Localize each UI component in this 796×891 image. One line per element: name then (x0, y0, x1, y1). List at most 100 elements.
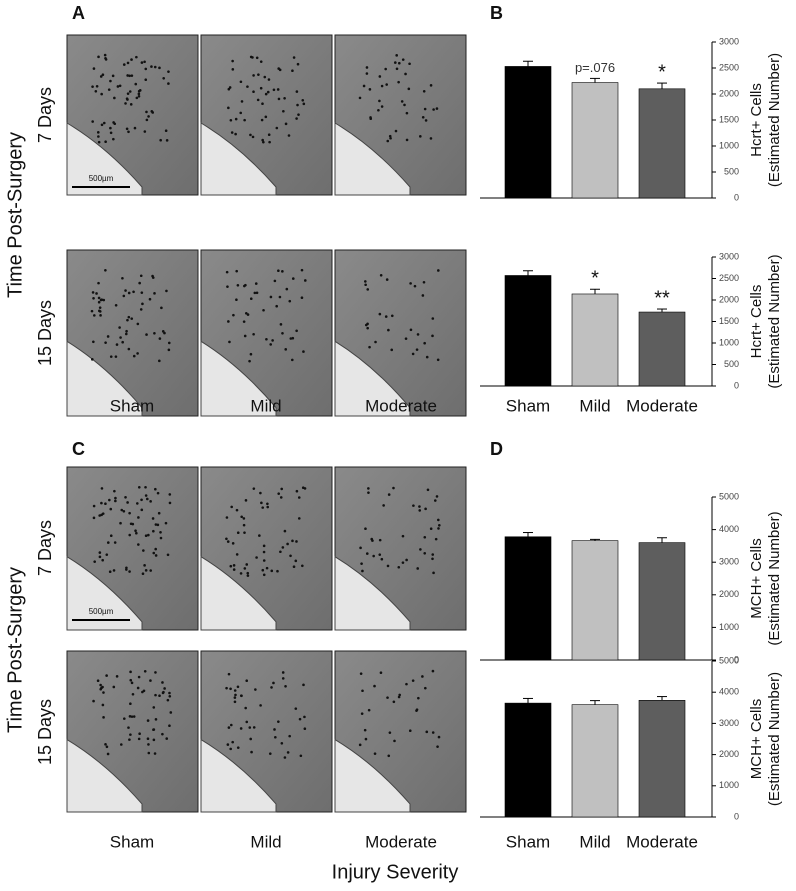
cell-dot (131, 692, 135, 696)
cell-dot (285, 287, 289, 291)
y-axis-label: (Estimated Number) (766, 53, 783, 187)
cell-dot (300, 296, 304, 300)
cell-dot (100, 123, 104, 127)
cell-dot (101, 73, 105, 77)
cell-dot (389, 136, 392, 140)
cell-dot (109, 126, 112, 130)
cell-dot (137, 516, 140, 519)
cell-dot (274, 735, 277, 739)
cell-dot (364, 527, 367, 531)
cell-dot (422, 89, 426, 93)
cell-dot (95, 84, 99, 88)
cell-dot (168, 501, 172, 505)
y-tick-label: 0 (734, 811, 739, 821)
cell-dot (114, 355, 118, 358)
cell-dot (300, 268, 304, 272)
cell-dot (100, 487, 104, 490)
cell-dot (243, 334, 247, 338)
cell-dot (292, 565, 296, 568)
cell-dot (280, 487, 284, 491)
cell-dot (252, 90, 255, 94)
cell-dot (145, 118, 149, 122)
cell-dot (90, 309, 94, 313)
cell-dot (249, 297, 253, 301)
cell-dot (129, 103, 133, 106)
cell-dot (367, 491, 370, 494)
cell-dot (98, 555, 102, 559)
cell-dot (232, 568, 236, 571)
ventricle (66, 738, 143, 813)
cell-dot (437, 735, 441, 739)
cell-dot (227, 106, 230, 110)
cell-dot (112, 685, 116, 689)
cell-dot (107, 88, 111, 91)
cell-dot (378, 99, 381, 103)
cell-dot (160, 306, 163, 310)
cell-dot (421, 115, 425, 119)
cell-dot (227, 726, 231, 729)
cell-dot (141, 572, 145, 576)
column-label: Moderate (365, 832, 437, 851)
cell-dot (99, 314, 102, 317)
cell-dot (235, 553, 239, 556)
cell-dot (378, 312, 382, 316)
cell-dot (101, 558, 104, 562)
cell-dot (267, 133, 271, 137)
cell-dot (227, 87, 231, 91)
cell-dot (372, 554, 375, 558)
cell-dot (279, 496, 283, 499)
cell-dot (419, 135, 422, 138)
cell-dot (154, 554, 158, 557)
cell-dot (99, 687, 103, 691)
cell-dot (378, 75, 382, 78)
cell-dot (225, 270, 229, 274)
ventricle (66, 555, 143, 631)
bar (638, 542, 686, 661)
cell-dot (246, 574, 250, 577)
cell-dot (409, 328, 413, 332)
cell-dot (277, 720, 280, 723)
cell-dot (154, 718, 158, 721)
cell-dot (116, 85, 120, 88)
cell-dot (104, 341, 107, 344)
cell-dot (243, 118, 246, 122)
cell-dot (364, 323, 368, 327)
cell-dot (105, 745, 109, 749)
ventricle (334, 122, 411, 196)
cell-dot (136, 352, 139, 355)
cell-dot (242, 320, 246, 323)
cell-dot (424, 686, 427, 690)
cell-dot (232, 313, 235, 317)
cell-dot (121, 340, 124, 344)
row-label: 7 Days (35, 87, 55, 143)
bar (638, 700, 686, 818)
cell-dot (166, 698, 170, 702)
cell-dot (230, 723, 233, 727)
cell-dot (231, 542, 235, 545)
column-label: Sham (110, 832, 154, 851)
cell-dot (295, 329, 298, 333)
cell-dot (296, 103, 299, 107)
bar (638, 311, 686, 387)
cell-dot (405, 111, 409, 115)
cell-dot (239, 727, 243, 730)
cell-dot (101, 685, 104, 689)
cell-dot (437, 518, 440, 522)
cell-dot (113, 489, 116, 493)
cell-dot (234, 132, 237, 136)
cell-dot (147, 751, 151, 755)
cell-dot (368, 88, 372, 91)
cell-dot (92, 504, 96, 508)
cell-dot (295, 540, 298, 543)
row-axis-label: Time Post-Surgery (4, 132, 26, 298)
cell-dot (390, 314, 394, 318)
cell-dot (154, 671, 157, 674)
cell-dot (303, 715, 306, 719)
cell-dot (388, 134, 392, 138)
y-tick-label: 2000 (719, 294, 739, 304)
cell-dot (153, 752, 157, 755)
cell-dot (144, 494, 148, 497)
cell-dot (114, 303, 118, 307)
y-tick-label: 1500 (719, 114, 739, 124)
cell-dot (129, 678, 133, 682)
